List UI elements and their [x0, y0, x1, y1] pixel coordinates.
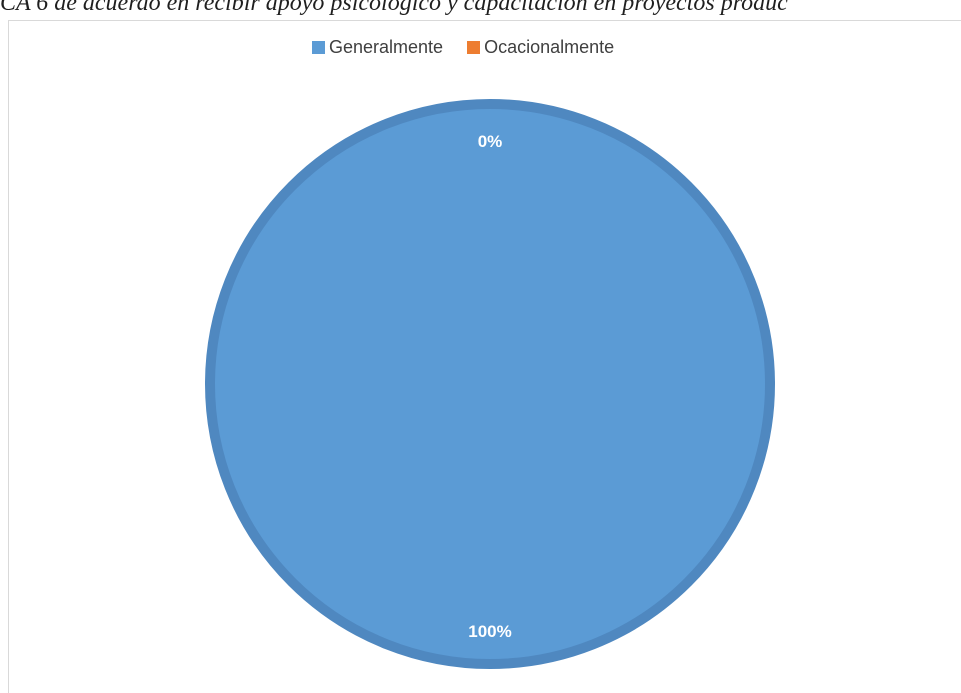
chart-area — [8, 20, 961, 693]
data-label-ocacionalmente: 0% — [478, 132, 503, 151]
legend-item-generalmente: Generalmente — [312, 37, 443, 58]
pie-data-labels: 100% 0% — [468, 132, 511, 641]
pie-slice-generalmente — [205, 99, 775, 669]
legend-swatch-ocacionalmente — [467, 41, 481, 54]
legend-label-ocacionalmente: Ocacionalmente — [484, 37, 615, 57]
legend-swatch-generalmente — [312, 41, 325, 54]
pie-slices — [205, 99, 775, 669]
chart-title: CA 6 de acuerdo en recibir apoyo psicoló… — [0, 0, 788, 16]
data-label-generalmente: 100% — [468, 622, 511, 641]
legend-item-ocacionalmente: Ocacionalmente — [467, 37, 614, 58]
legend: Generalmente Ocacionalmente — [312, 37, 638, 58]
legend-label-generalmente: Generalmente — [329, 37, 444, 57]
